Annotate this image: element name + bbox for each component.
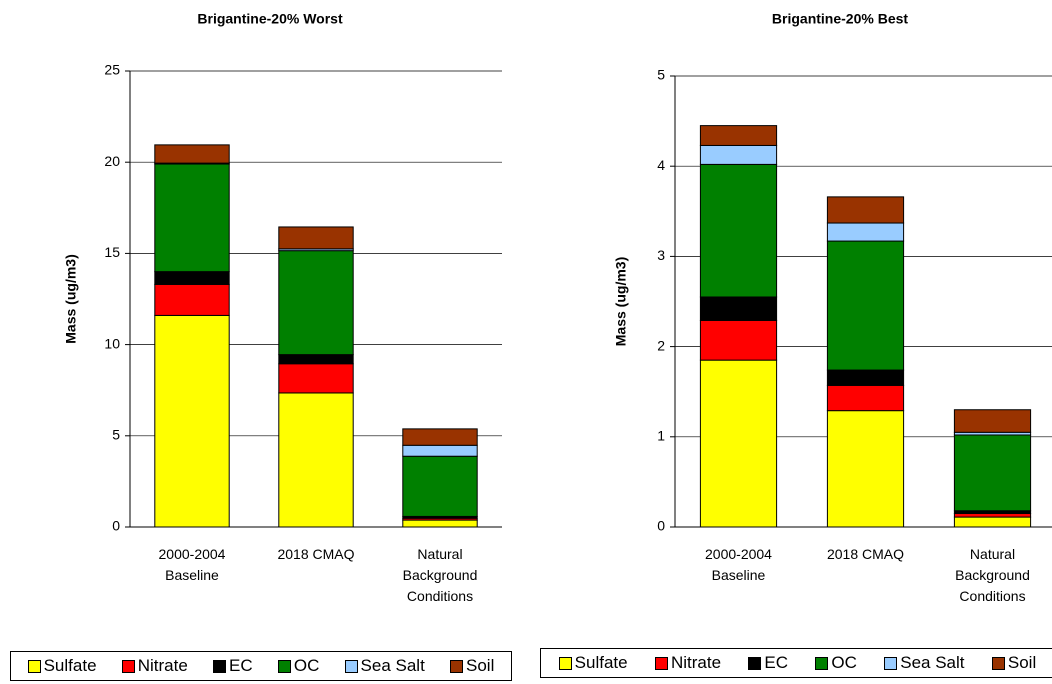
legend-item: EC xyxy=(748,653,788,673)
y-axis-label: Mass (ug/m3) xyxy=(63,254,79,343)
bar-segment xyxy=(953,434,1032,512)
legend-swatch xyxy=(344,659,358,673)
legend-swatch xyxy=(121,659,135,673)
legend-item: OC xyxy=(277,656,320,676)
bar-segment xyxy=(278,226,354,250)
y-tick-label: 2 xyxy=(657,337,665,353)
bar-segment xyxy=(278,354,354,365)
legend-swatch xyxy=(213,659,227,673)
bar-segment xyxy=(699,125,778,146)
legend-item: EC xyxy=(213,656,253,676)
x-tick-label: 2018 CMAQ xyxy=(277,546,355,562)
legend-swatch xyxy=(450,659,464,673)
bar-segment xyxy=(953,409,1032,433)
bar-segment xyxy=(826,222,905,242)
chart-title: Brigantine-20% Worst xyxy=(197,11,343,27)
legend-label: OC xyxy=(293,656,320,675)
x-tick-label: 2000-2004 Baseline xyxy=(705,546,772,583)
x-tick-label: Natural Background Conditions xyxy=(955,546,1030,604)
bar-segment xyxy=(953,516,1032,528)
bar-segment xyxy=(699,359,778,528)
bar-segment xyxy=(699,296,778,321)
legend-swatch xyxy=(654,656,668,670)
y-tick-label: 5 xyxy=(657,67,665,83)
legend-item: OC xyxy=(815,653,857,673)
y-tick-label: 25 xyxy=(104,62,120,78)
bar-segment xyxy=(278,392,354,528)
bar-segment xyxy=(154,144,230,164)
y-tick-label: 10 xyxy=(104,335,120,351)
bar-segment xyxy=(402,428,478,446)
bar-segment xyxy=(154,163,230,273)
legend-label: Sea Salt xyxy=(900,653,965,672)
y-tick-label: 0 xyxy=(657,518,665,534)
legend-item: Nitrate xyxy=(654,653,722,673)
bar-segment xyxy=(826,410,905,528)
legend-label: Soil xyxy=(466,656,495,675)
x-tick-label: Natural Background Conditions xyxy=(402,546,478,604)
bar-segment xyxy=(278,250,354,356)
bar-segment xyxy=(154,314,230,528)
chart-title: Brigantine-20% Best xyxy=(772,11,908,27)
y-axis-label: Mass (ug/m3) xyxy=(613,257,629,346)
y-tick-label: 1 xyxy=(657,428,665,444)
legend-item: Nitrate xyxy=(121,656,188,676)
y-tick-label: 5 xyxy=(112,427,120,443)
legend: Sulfate Nitrate EC OC Sea Salt Soil xyxy=(540,648,1052,678)
legend-item: Soil xyxy=(450,656,494,676)
bar-segment xyxy=(402,444,478,457)
bar-segment xyxy=(699,163,778,298)
legend-item: Sea Salt xyxy=(884,653,965,673)
y-tick-label: 3 xyxy=(657,247,665,263)
bar-segment xyxy=(699,144,778,165)
bar-segment xyxy=(826,369,905,386)
legend-label: Sulfate xyxy=(43,656,97,675)
y-tick-label: 20 xyxy=(104,153,120,169)
legend-swatch xyxy=(277,659,291,673)
bar-segment xyxy=(402,519,478,528)
bar-segment xyxy=(278,363,354,394)
legend-label: EC xyxy=(764,653,789,672)
x-tick-label: 2000-2004 Baseline xyxy=(158,546,226,583)
legend-label: Sea Salt xyxy=(360,656,425,675)
bar-segment xyxy=(154,283,230,316)
x-tick-label: 2018 CMAQ xyxy=(826,546,905,562)
legend-swatch xyxy=(884,656,898,670)
legend-swatch xyxy=(27,659,41,673)
legend-label: Nitrate xyxy=(137,656,188,675)
legend-swatch xyxy=(558,656,572,670)
bar-segment xyxy=(826,196,905,224)
bar-segment xyxy=(826,384,905,412)
legend-item: Soil xyxy=(991,653,1037,673)
legend-label: Sulfate xyxy=(574,653,628,672)
legend-label: Nitrate xyxy=(670,653,722,672)
legend: Sulfate Nitrate EC OC Sea Salt Soil xyxy=(10,651,512,681)
y-tick-label: 4 xyxy=(657,157,665,173)
legend-swatch xyxy=(748,656,762,670)
legend-label: OC xyxy=(831,653,857,672)
bar-segment xyxy=(953,512,1032,518)
legend-swatch xyxy=(991,656,1005,670)
bar-segment xyxy=(402,455,478,517)
bar-segment xyxy=(826,240,905,371)
bar-segment xyxy=(699,319,778,361)
legend-item: Sea Salt xyxy=(344,656,425,676)
legend-item: Sulfate xyxy=(27,656,97,676)
y-tick-label: 0 xyxy=(112,518,120,534)
legend-label: Soil xyxy=(1007,653,1037,672)
y-tick-label: 15 xyxy=(104,244,120,260)
legend-label: EC xyxy=(229,656,253,675)
legend-swatch xyxy=(815,656,829,670)
legend-item: Sulfate xyxy=(558,653,628,673)
bar-segment xyxy=(154,271,230,285)
